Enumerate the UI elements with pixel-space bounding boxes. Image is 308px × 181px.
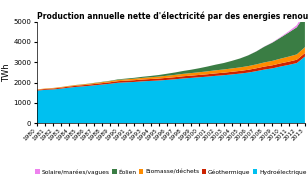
Text: Production annuelle nette d'électricité par des energies renouvelables dans le m: Production annuelle nette d'électricité … bbox=[37, 11, 308, 21]
Legend: Solaire/marées/vagues, Éolien, Biomasse/déchets, Géothermique, Hydroélectrique: Solaire/marées/vagues, Éolien, Biomasse/… bbox=[34, 169, 307, 175]
Y-axis label: TWh: TWh bbox=[2, 63, 11, 82]
